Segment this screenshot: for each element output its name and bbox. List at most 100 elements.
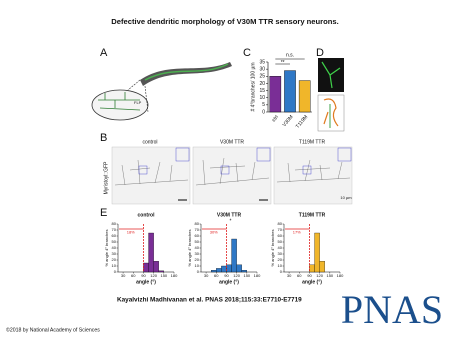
bar <box>284 70 296 113</box>
x-tick-label: 90 <box>224 273 229 278</box>
y-tick-label: 40 <box>278 245 283 250</box>
axis-label: % angle 4° branches <box>104 230 109 267</box>
y-tick-label: 80 <box>112 221 117 226</box>
axis-label: # 4°branches/ 100 µm <box>250 62 256 111</box>
x-tick-label: 60 <box>214 273 219 278</box>
x-tick-label: 180 <box>337 273 344 278</box>
chart-title: T119M TTR <box>299 212 326 218</box>
panel-label: A <box>100 47 108 59</box>
axis-label: % angle 4° branches <box>187 230 192 267</box>
bar <box>158 270 164 273</box>
annotation: * <box>229 218 231 224</box>
logo: PNAS <box>341 287 443 332</box>
y-tick-label: 30 <box>278 251 283 256</box>
title: Defective dendritic morphology of V30M T… <box>111 17 338 26</box>
y-tick-label: 5 <box>262 102 265 108</box>
micrograph-d <box>317 58 345 132</box>
panel-label: B <box>100 132 107 144</box>
x-tick-label: 90 <box>307 273 312 278</box>
x-tick-label: T119M <box>295 114 309 130</box>
y-tick-label: 10 <box>195 263 200 268</box>
x-tick-label: 60 <box>131 273 136 278</box>
axis-label: angle (°) <box>136 279 156 285</box>
y-tick-label: 0 <box>197 269 200 274</box>
x-tick-label: 90 <box>141 273 146 278</box>
bar <box>226 264 232 273</box>
bar <box>143 262 149 273</box>
y-tick-label: 20 <box>259 81 265 87</box>
panel-label: D <box>316 47 324 59</box>
annotation: ** <box>281 60 285 66</box>
y-tick-label: 0 <box>262 109 265 115</box>
x-tick-label: V30M <box>282 114 295 128</box>
y-tick-label: 30 <box>195 251 200 256</box>
y-tick-label: 70 <box>112 227 117 232</box>
chart-title: V30M TTR <box>217 212 242 218</box>
axis-label: Myristoyl::GFP <box>103 161 109 194</box>
annotation: 18% <box>127 230 135 235</box>
bar <box>241 270 247 273</box>
bar <box>298 80 311 113</box>
y-tick-label: 70 <box>278 227 283 232</box>
y-tick-label: 50 <box>278 239 283 244</box>
y-tick-label: 60 <box>278 233 283 238</box>
y-tick-label: 10 <box>278 263 283 268</box>
x-tick-label: 120 <box>316 273 323 278</box>
y-tick-label: 40 <box>112 245 117 250</box>
bar <box>269 76 282 113</box>
y-tick-label: 30 <box>259 66 265 72</box>
y-tick-label: 60 <box>112 233 117 238</box>
x-tick-label: 30 <box>121 273 126 278</box>
x-tick-label: 180 <box>171 273 178 278</box>
x-tick-label: ctrl <box>271 114 280 123</box>
chart-title: control <box>138 212 156 218</box>
axis-label: % angle 4° branches <box>270 230 275 267</box>
y-tick-label: 30 <box>112 251 117 256</box>
panel-label: C <box>243 47 251 59</box>
y-tick-label: 50 <box>112 239 117 244</box>
bar <box>216 268 222 273</box>
y-tick-label: 60 <box>195 233 200 238</box>
x-tick-label: 180 <box>254 273 261 278</box>
x-tick-label: 120 <box>233 273 240 278</box>
y-tick-label: 20 <box>112 257 117 262</box>
x-tick-label: 60 <box>297 273 302 278</box>
y-tick-label: 0 <box>280 269 283 274</box>
y-tick-label: 0 <box>114 269 117 274</box>
panel-label: E <box>100 207 107 219</box>
bar <box>221 265 227 273</box>
bar <box>211 270 217 273</box>
micrographs-b <box>111 146 353 205</box>
bar <box>231 238 237 273</box>
x-tick-label: 150 <box>160 273 167 278</box>
x-tick-label: 150 <box>243 273 250 278</box>
annotation: 30% <box>210 230 218 235</box>
y-tick-label: 15 <box>259 88 265 94</box>
bar <box>309 264 315 273</box>
y-tick-label: 40 <box>195 245 200 250</box>
worm-illustration <box>91 62 232 121</box>
bar <box>236 264 242 273</box>
annotation: 17% <box>293 230 301 235</box>
x-tick-label: 150 <box>326 273 333 278</box>
bar <box>153 261 159 273</box>
y-tick-label: 70 <box>195 227 200 232</box>
image-title: control <box>142 139 157 145</box>
bar <box>314 232 320 273</box>
x-tick-label: 30 <box>287 273 292 278</box>
citation: Kayalvizhi Madhivanan et al. PNAS 2018;1… <box>117 297 302 304</box>
y-tick-label: 50 <box>195 239 200 244</box>
bar <box>319 261 325 273</box>
neuron-label: FLP <box>134 100 142 105</box>
y-tick-label: 10 <box>259 95 265 101</box>
y-tick-label: 10 <box>112 263 117 268</box>
y-tick-label: 20 <box>278 257 283 262</box>
x-tick-label: 120 <box>150 273 157 278</box>
scale-label: 10 µm <box>340 195 352 200</box>
y-tick-label: 20 <box>195 257 200 262</box>
y-tick-label: 35 <box>259 59 265 65</box>
y-tick-label: 80 <box>195 221 200 226</box>
y-tick-label: 25 <box>259 74 265 80</box>
y-tick-label: 80 <box>278 221 283 226</box>
